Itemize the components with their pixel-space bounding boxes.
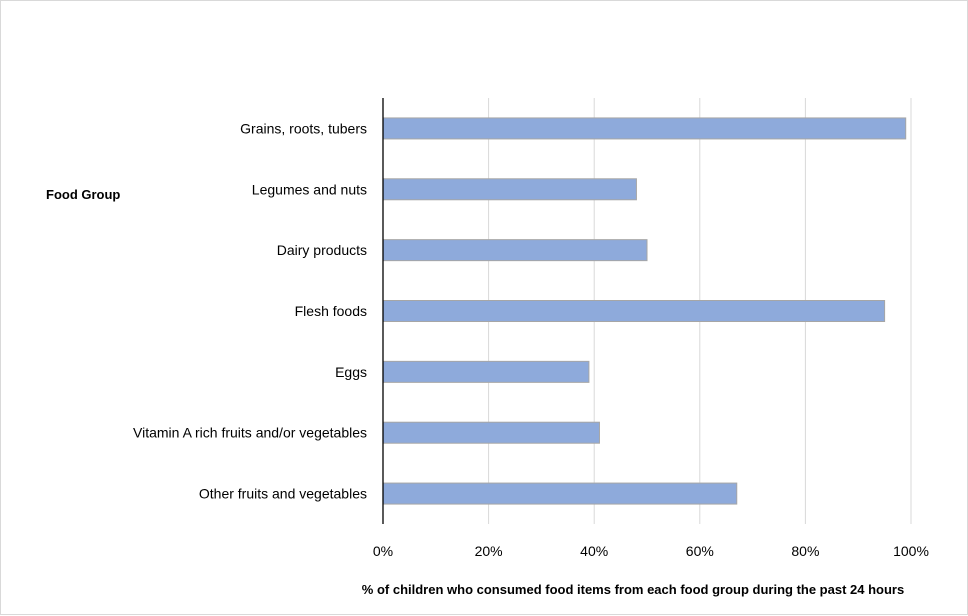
x-tick-label-2: 40% (580, 543, 608, 559)
category-label-3: Flesh foods (295, 303, 367, 319)
bar-5 (382, 421, 600, 444)
category-label-2: Dairy products (277, 242, 367, 258)
x-tick-label-1: 20% (475, 543, 503, 559)
x-tick-labels: 0% 20% 40% 60% 80% 100% (373, 543, 929, 559)
bars (382, 117, 907, 505)
x-tick-label-0: 0% (373, 543, 393, 559)
bar-4 (382, 360, 590, 383)
bar-3 (382, 300, 886, 322)
x-axis-title: % of children who consumed food items fr… (362, 582, 904, 597)
x-tick-label-5: 100% (893, 543, 929, 559)
category-labels: Grains, roots, tubers Legumes and nuts Dai… (133, 120, 367, 501)
category-label-1: Legumes and nuts (252, 181, 367, 197)
y-axis-title: Food Group (46, 187, 120, 202)
x-tick-label-4: 80% (791, 543, 819, 559)
category-label-0: Grains, roots, tubers (240, 120, 367, 136)
category-label-6: Other fruits and vegetables (199, 486, 367, 502)
bar-1 (382, 178, 637, 201)
x-tick-label-3: 60% (686, 543, 714, 559)
bar-0 (382, 117, 907, 140)
bar-2 (382, 239, 648, 262)
category-label-4: Eggs (335, 364, 367, 380)
category-label-5: Vitamin A rich fruits and/or vegetables (133, 425, 367, 441)
bar-6 (382, 482, 738, 505)
